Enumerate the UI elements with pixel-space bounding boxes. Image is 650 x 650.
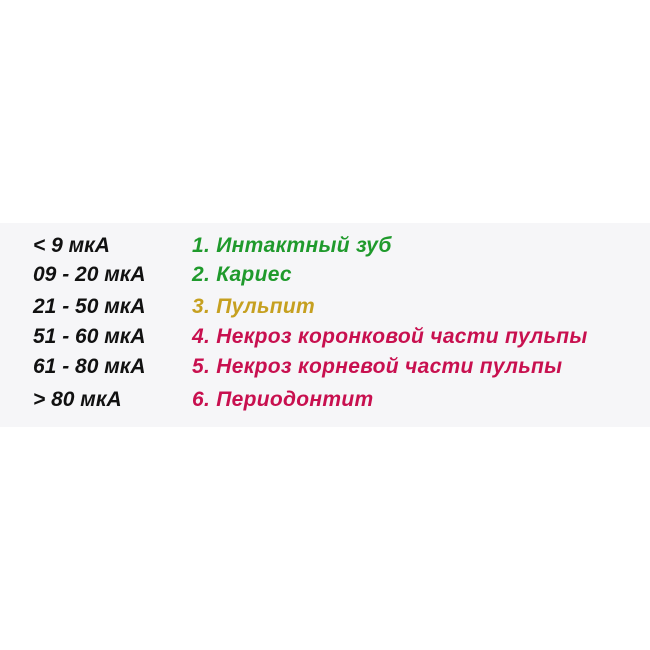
table-row: < 9 мкА 1. Интактный зуб <box>0 231 650 261</box>
diagnosis: 5. Некроз корневой части пульпы <box>192 355 563 378</box>
current-range: 21 - 50 мкА <box>33 295 146 318</box>
diagnosis: 6. Периодонтит <box>192 388 374 411</box>
diagnosis: 3. Пульпит <box>192 295 315 318</box>
current-range: 51 - 60 мкА <box>33 325 146 348</box>
table-row: 21 - 50 мкА 3. Пульпит <box>0 292 650 322</box>
table-row: 61 - 80 мкА 5. Некроз корневой части пул… <box>0 352 650 382</box>
table-row: 51 - 60 мкА 4. Некроз коронковой части п… <box>0 322 650 352</box>
current-range: > 80 мкА <box>33 388 122 411</box>
table-row: > 80 мкА 6. Периодонтит <box>0 385 650 415</box>
legend-panel: < 9 мкА 1. Интактный зуб 09 - 20 мкА 2. … <box>0 223 650 427</box>
diagnosis: 4. Некроз коронковой части пульпы <box>192 325 588 348</box>
current-range: < 9 мкА <box>33 234 110 257</box>
current-range: 61 - 80 мкА <box>33 355 146 378</box>
table-row: 09 - 20 мкА 2. Кариес <box>0 260 650 290</box>
diagnosis: 1. Интактный зуб <box>192 234 392 257</box>
diagnosis: 2. Кариес <box>192 263 292 286</box>
current-range: 09 - 20 мкА <box>33 263 146 286</box>
